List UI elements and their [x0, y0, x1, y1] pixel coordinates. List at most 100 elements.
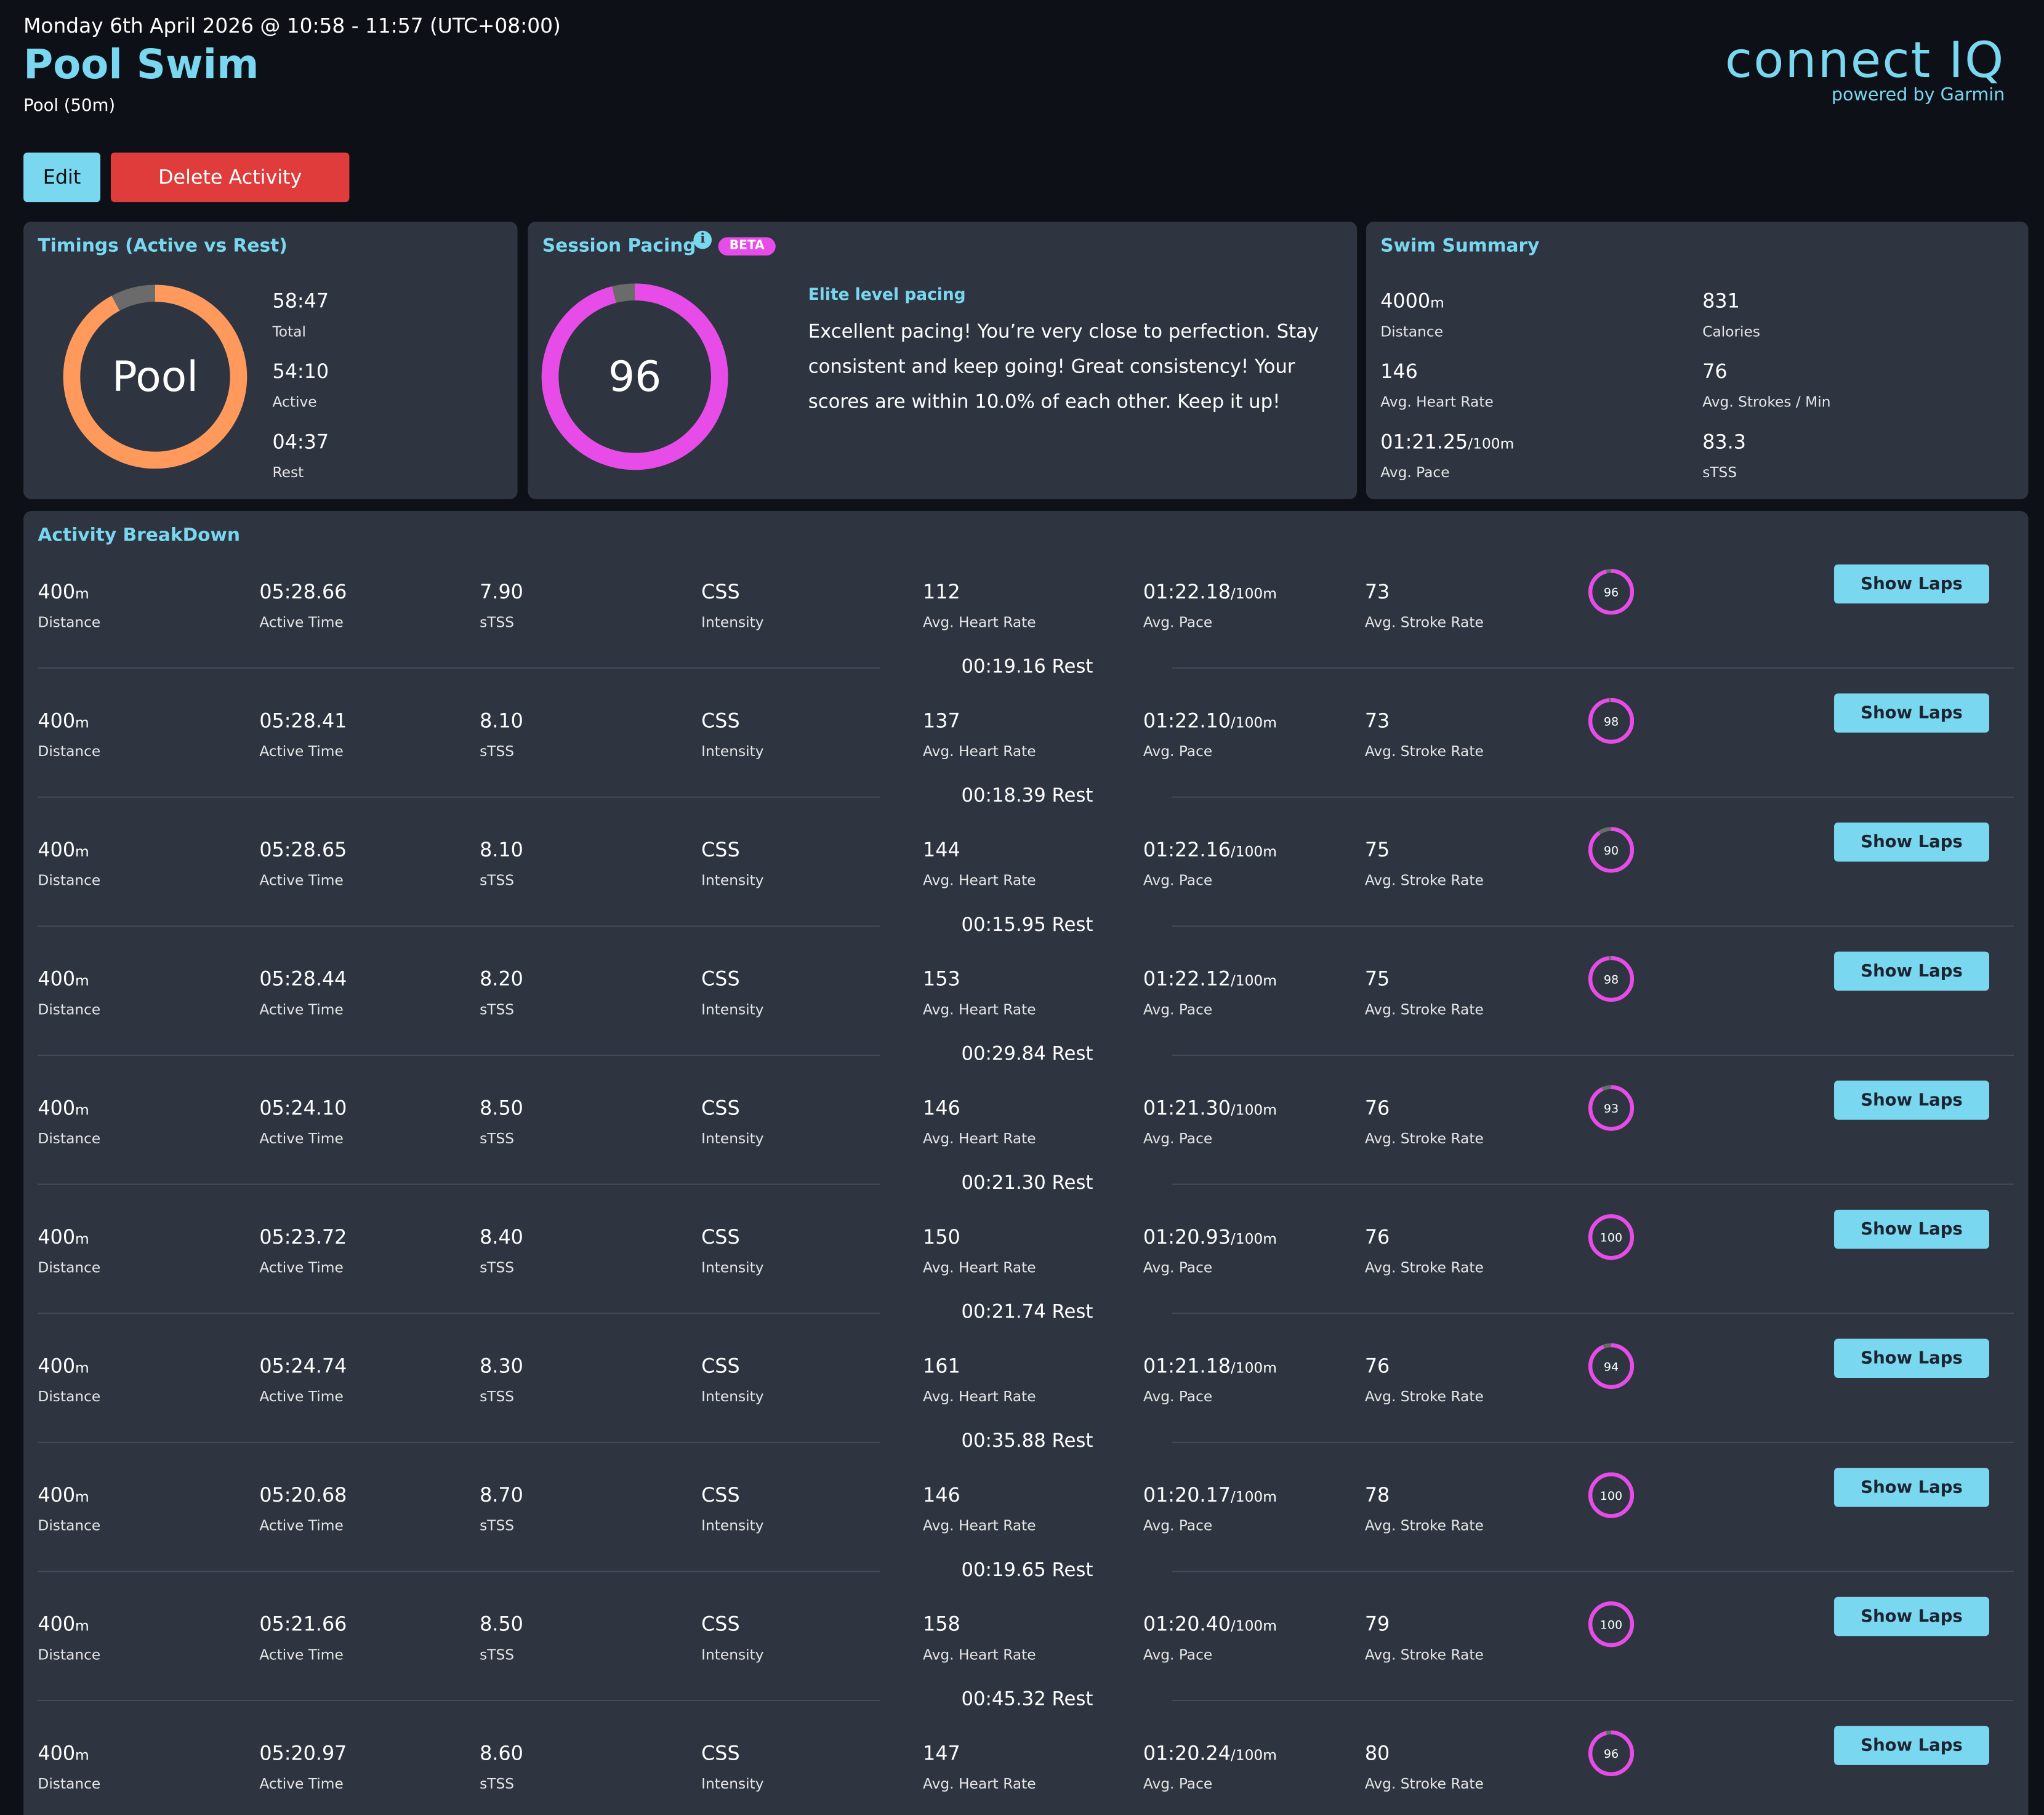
row-stss-value: 8.70: [480, 1483, 523, 1507]
rest-time: 00:19.65: [961, 1560, 1046, 1582]
row-stroke-rate-value: 76: [1365, 1225, 1390, 1249]
show-laps-button[interactable]: Show Laps: [1834, 1596, 1989, 1636]
row-distance-unit: m: [75, 1359, 89, 1377]
summary-hr-value: 146: [1380, 360, 1418, 384]
row-active-time-label: Active Time: [259, 614, 344, 631]
row-active-time-number: 05:28.65: [259, 838, 347, 862]
show-laps-button[interactable]: Show Laps: [1834, 1468, 1989, 1507]
row-heart-rate-label: Avg. Heart Rate: [923, 1517, 1036, 1535]
show-laps-button[interactable]: Show Laps: [1834, 951, 1989, 991]
row-intensity-value: CSS: [701, 838, 740, 861]
info-icon[interactable]: i: [693, 230, 712, 249]
row-intensity-label: Intensity: [701, 1259, 764, 1276]
rest-divider: [38, 1054, 2014, 1056]
rest-divider: [38, 667, 2014, 669]
row-intensity-label: Intensity: [701, 872, 764, 889]
row-stss-number: 8.60: [480, 1741, 523, 1765]
summary-pace-unit: /100m: [1468, 435, 1515, 453]
row-distance-unit: m: [75, 1488, 89, 1506]
rest-suffix: Rest: [1052, 1560, 1093, 1582]
divider-line: [38, 1441, 880, 1443]
row-pace-value: 01:22.10/100m: [1143, 709, 1277, 733]
divider-line: [38, 1313, 880, 1314]
pacing-score-ring: 93: [1588, 1085, 1635, 1131]
show-laps-button[interactable]: Show Laps: [1834, 1338, 1989, 1378]
row-pace-number: 01:20.24: [1143, 1741, 1231, 1765]
row-pace-number: 01:20.93: [1143, 1225, 1231, 1249]
edit-button[interactable]: Edit: [23, 152, 101, 203]
table-row: 400m Distance 05:28.41 Active Time 8.10 sTSS C…: [23, 693, 2028, 839]
summary-stss-label: sTSS: [1702, 464, 1737, 481]
rest-time-label: Rest: [272, 464, 304, 481]
show-laps-button[interactable]: Show Laps: [1834, 693, 1989, 733]
connect-iq-logo: connect IQ powered by Garmin: [1725, 34, 2005, 105]
logo-wordmark: connect IQ: [1724, 31, 2005, 89]
show-laps-button[interactable]: Show Laps: [1834, 1081, 1989, 1120]
delete-activity-button[interactable]: Delete Activity: [110, 152, 350, 203]
summary-strokes-label: Avg. Strokes / Min: [1702, 393, 1831, 411]
show-laps-button[interactable]: Show Laps: [1834, 1726, 1989, 1765]
row-pace-number: 01:20.40: [1143, 1612, 1231, 1636]
rest-time: 00:15.95: [961, 915, 1046, 936]
rest-suffix: Rest: [1052, 1173, 1093, 1194]
summary-distance-unit: m: [1430, 294, 1444, 312]
row-pace-unit: /100m: [1230, 1359, 1277, 1377]
row-distance-unit: m: [75, 1617, 89, 1635]
rest-divider: [38, 1571, 2014, 1572]
rest-time: 00:21.30: [961, 1173, 1046, 1194]
summary-calories-value: 831: [1702, 289, 1740, 313]
row-stroke-rate-label: Avg. Stroke Rate: [1364, 872, 1484, 889]
row-distance-unit: m: [75, 1101, 89, 1119]
row-distance-unit: m: [75, 585, 89, 603]
rest-interval: 00:19.65 Rest: [936, 1560, 1118, 1581]
row-distance-label: Distance: [38, 1259, 101, 1276]
row-pace-label: Avg. Pace: [1143, 1259, 1213, 1276]
row-pacing-score: 98: [1604, 715, 1619, 728]
rest-divider: [38, 1313, 2014, 1314]
row-stss-value: 8.30: [480, 1354, 523, 1378]
row-stss-value: 8.20: [480, 967, 523, 991]
row-heart-rate-value: 146: [923, 1097, 960, 1120]
score-ring-fill: [1588, 1214, 1635, 1260]
activity-date: Monday 6th April 2026 @ 10:58 - 11:57 (U…: [23, 14, 561, 38]
row-pace-number: 01:21.30: [1143, 1096, 1231, 1120]
row-stroke-rate-number: 76: [1364, 1354, 1390, 1378]
show-laps-button[interactable]: Show Laps: [1834, 564, 1989, 604]
row-active-time-number: 05:21.66: [259, 1612, 347, 1636]
rest-interval: 00:21.30 Rest: [936, 1173, 1118, 1194]
row-heart-rate-label: Avg. Heart Rate: [923, 872, 1036, 889]
swim-summary-card: Swim Summary 4000m Distance 831 Calories…: [1366, 221, 2029, 499]
row-heart-rate-label: Avg. Heart Rate: [923, 1646, 1036, 1664]
row-heart-rate-label: Avg. Heart Rate: [923, 1001, 1036, 1018]
row-pace-unit: /100m: [1230, 1230, 1277, 1248]
row-stroke-rate-value: 75: [1365, 838, 1390, 861]
row-heart-rate-number: 150: [923, 1225, 960, 1249]
row-distance-number: 400: [38, 1354, 76, 1378]
activity-breakdown-title: Activity BreakDown: [38, 525, 241, 547]
row-stroke-rate-label: Avg. Stroke Rate: [1364, 1517, 1484, 1535]
row-distance-label: Distance: [38, 1130, 101, 1148]
rest-divider: [38, 925, 2014, 927]
row-distance-value: 400m: [38, 1612, 89, 1636]
row-active-time-label: Active Time: [259, 1388, 344, 1406]
row-intensity-label: Intensity: [701, 1775, 764, 1793]
beta-badge: BETA: [718, 237, 776, 256]
row-heart-rate-number: 153: [923, 967, 960, 991]
row-distance-number: 400: [38, 967, 76, 991]
show-laps-button[interactable]: Show Laps: [1834, 1209, 1989, 1249]
show-laps-button[interactable]: Show Laps: [1834, 823, 1989, 862]
row-distance-value: 400m: [38, 709, 89, 733]
divider-line: [1172, 667, 2014, 669]
row-stss-number: 8.50: [480, 1096, 523, 1120]
rest-suffix: Rest: [1052, 786, 1093, 807]
table-row: 400m Distance 05:24.10 Active Time 8.50 sTSS C…: [23, 1081, 2028, 1226]
table-row: 400m Distance 05:20.68 Active Time 8.70 sTSS C…: [23, 1468, 2028, 1612]
row-stroke-rate-number: 76: [1364, 1225, 1390, 1249]
row-distance-value: 400m: [38, 1225, 89, 1249]
score-ring-fill: [1588, 1472, 1635, 1518]
row-intensity-number: CSS: [701, 1483, 740, 1507]
row-pacing-score: 100: [1600, 1231, 1622, 1245]
row-distance-label: Distance: [38, 1517, 101, 1535]
row-distance-number: 400: [38, 1741, 76, 1765]
row-intensity-label: Intensity: [701, 742, 764, 760]
